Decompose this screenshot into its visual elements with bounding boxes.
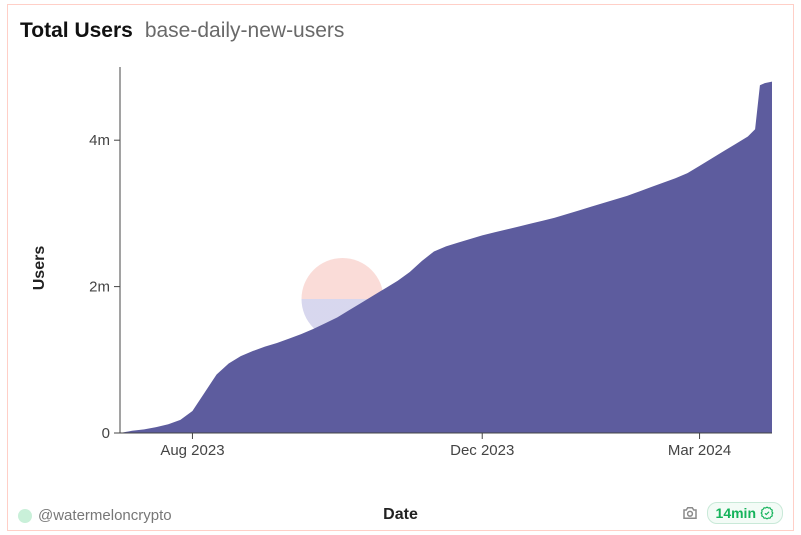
- footer-right: 14min: [681, 502, 783, 524]
- x-axis-label: Date: [383, 506, 418, 524]
- author-badge[interactable]: @watermeloncrypto: [18, 507, 172, 524]
- y-tick-label: 4m: [89, 132, 110, 149]
- area-series: [120, 82, 772, 433]
- x-tick-label: Aug 2023: [160, 442, 224, 459]
- y-tick-label: 2m: [89, 279, 110, 296]
- x-tick-label: Mar 2024: [668, 442, 731, 459]
- chart-card: Total Users base-daily-new-users Users D…: [7, 4, 794, 531]
- y-axis-label: Users: [31, 245, 49, 289]
- chart-title: Total Users: [20, 19, 133, 43]
- chart-header: Total Users base-daily-new-users: [20, 19, 344, 43]
- author-avatar-icon: [18, 509, 32, 523]
- x-tick-label: Dec 2023: [450, 442, 514, 459]
- author-handle: @watermeloncrypto: [38, 507, 172, 524]
- chart-subtitle: base-daily-new-users: [145, 19, 345, 43]
- check-badge-icon: [760, 506, 774, 520]
- camera-icon[interactable]: [681, 504, 699, 522]
- y-tick-label: 0: [102, 425, 110, 442]
- chart-plot: 0 2m 4m Aug 2023 Dec 2023 Mar 2024: [58, 57, 782, 485]
- refresh-age-badge[interactable]: 14min: [707, 502, 783, 524]
- refresh-age-text: 14min: [716, 505, 756, 521]
